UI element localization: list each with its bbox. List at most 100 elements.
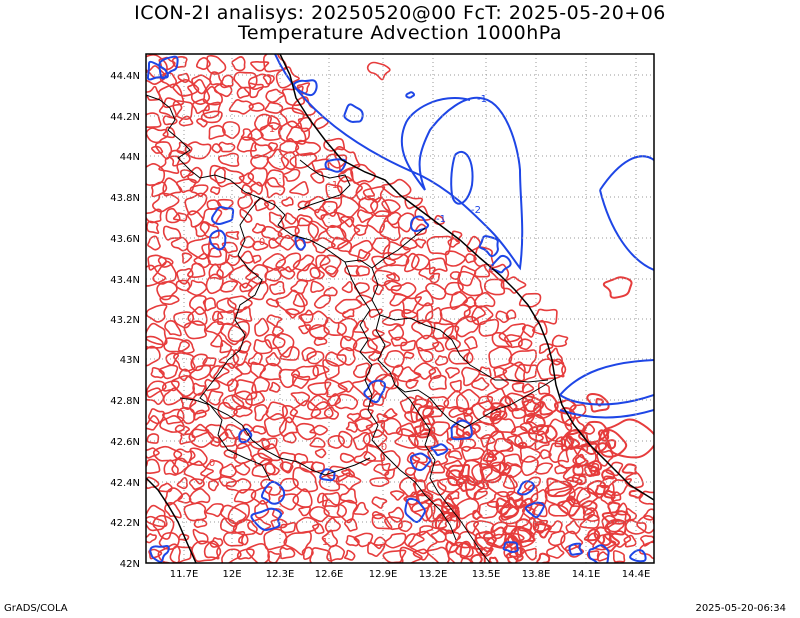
warm-advection-contour [286,126,311,143]
warm-advection-contour [412,548,429,561]
warm-advection-contour [162,177,182,197]
warm-advection-contour [191,423,210,439]
warm-advection-contour [367,336,392,354]
warm-advection-contour [323,406,340,420]
warm-advection-contour [502,474,518,490]
warm-advection-contour [412,479,427,494]
warm-advection-contour [225,478,252,494]
warm-advection-contour [601,469,615,481]
warm-advection-contour [279,234,296,251]
warm-advection-contour [279,461,294,474]
warm-advection-contour [463,304,486,323]
warm-advection-contour [486,388,512,409]
cold-advection-contour [599,155,654,271]
warm-advection-contour [384,532,407,549]
warm-advection-contour [463,351,474,364]
warm-advection-contour [323,498,347,519]
warm-advection-contour [339,488,358,504]
contour-value-label: 1 [332,180,338,191]
warm-advection-contour [322,491,341,508]
warm-advection-contour [306,394,329,411]
warm-advection-contour [517,441,528,450]
warm-advection-contour [445,540,460,554]
warm-advection-contour [225,230,240,240]
warm-advection-contour [422,405,445,418]
warm-advection-contour [335,472,362,490]
warm-advection-contour [426,235,453,256]
warm-advection-contour [298,506,311,517]
warm-advection-contour [434,511,461,534]
warm-advection-contour [551,334,569,348]
warm-advection-contour [369,476,390,488]
warm-advection-contour [473,292,496,309]
warm-advection-contour [172,212,188,222]
warm-advection-contour [416,302,434,325]
warm-advection-contour [184,192,208,216]
warm-advection-contour [178,368,192,382]
warm-advection-contour [344,518,358,532]
warm-advection-contour [596,449,614,467]
warm-advection-contour [314,448,327,459]
warm-advection-contour [309,437,326,448]
warm-advection-contour [313,294,332,309]
warm-advection-contour [309,424,329,436]
cold-advection-contour [209,229,227,251]
warm-advection-contour [208,365,230,380]
warm-advection-contour [514,363,538,382]
warm-advection-contour [546,545,565,559]
warm-advection-contour [624,508,637,522]
warm-advection-contour [146,345,161,367]
warm-advection-contour [604,519,627,536]
lat-tick-label: 42.6N [110,437,140,448]
cold-advection-contour [489,254,512,274]
warm-advection-contour [403,351,415,360]
warm-advection-contour [534,430,550,451]
warm-advection-contour [414,205,432,221]
warm-advection-contour [445,463,471,485]
warm-advection-contour [371,513,393,530]
warm-advection-contour [290,391,311,407]
warm-advection-contour [518,292,542,308]
warm-advection-contour [212,310,224,322]
warm-advection-contour [485,430,513,459]
warm-advection-contour [309,266,325,280]
warm-advection-contour [572,464,598,477]
warm-advection-contour [401,308,418,320]
warm-advection-contour [279,346,300,361]
warm-advection-contour [221,548,242,563]
warm-advection-contour [245,390,265,406]
warm-advection-contour [277,225,300,240]
warm-advection-contour [162,115,178,126]
warm-advection-contour [458,265,477,287]
warm-advection-contour [568,486,591,505]
warm-advection-contour [217,152,240,167]
lat-tick-label: 43.8N [110,193,140,204]
warm-advection-contour [524,547,537,561]
warm-advection-contour [428,460,446,474]
warm-advection-contour [383,349,405,368]
contour-value-label: 1 [269,124,275,135]
warm-advection-contour [353,532,374,548]
warm-advection-contour [218,348,240,370]
warm-advection-contour [183,320,207,340]
warm-advection-contour [188,428,215,448]
warm-advection-contour [352,319,369,334]
warm-advection-contour [536,552,551,563]
warm-advection-contour [405,492,434,513]
warm-advection-contour [602,418,654,459]
warm-advection-contour [505,309,517,320]
warm-advection-contour [389,293,407,307]
lon-tick-label: 12E [222,569,241,580]
warm-advection-contour [179,169,195,179]
warm-advection-contour [146,458,161,474]
warm-advection-contour [471,377,490,391]
warm-advection-contour [381,199,401,214]
map-title-line2: Temperature Advection 1000hPa [237,22,563,44]
warm-advection-contour [307,381,332,396]
warm-advection-contour [202,101,221,119]
warm-advection-contour [284,308,300,319]
warm-advection-contour [367,541,386,557]
lon-tick-label: 13.8E [522,569,551,580]
warm-advection-contour [444,335,461,351]
cold-advection-contour [211,205,235,226]
